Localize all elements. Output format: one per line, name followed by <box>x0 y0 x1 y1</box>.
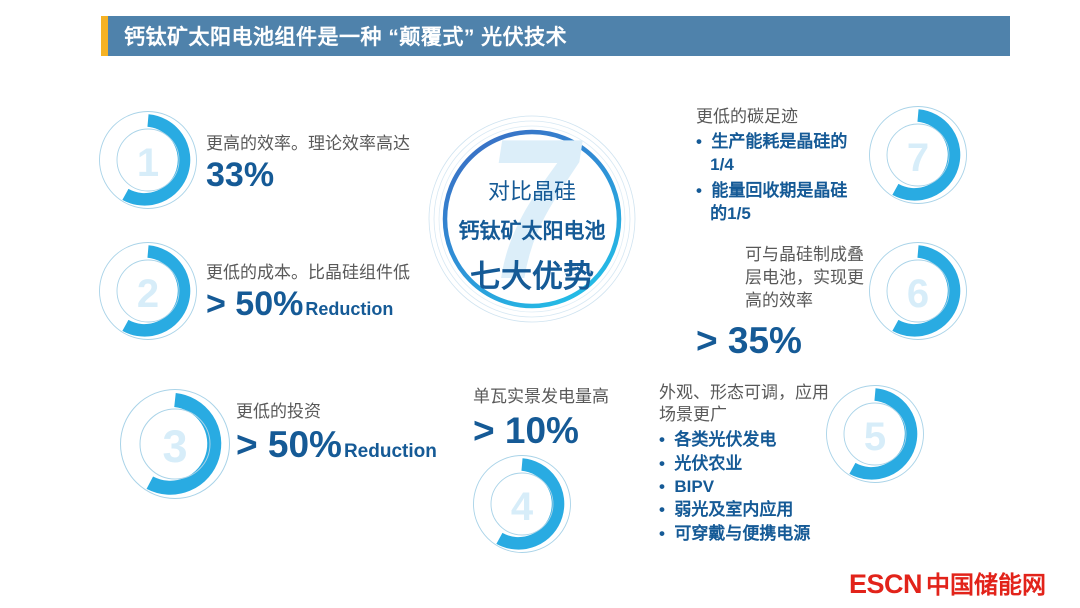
svg-text:4: 4 <box>511 485 534 529</box>
svg-text:3: 3 <box>162 421 187 472</box>
svg-text:2: 2 <box>137 272 159 316</box>
svg-text:6: 6 <box>907 272 929 316</box>
svg-text:1: 1 <box>137 141 159 185</box>
